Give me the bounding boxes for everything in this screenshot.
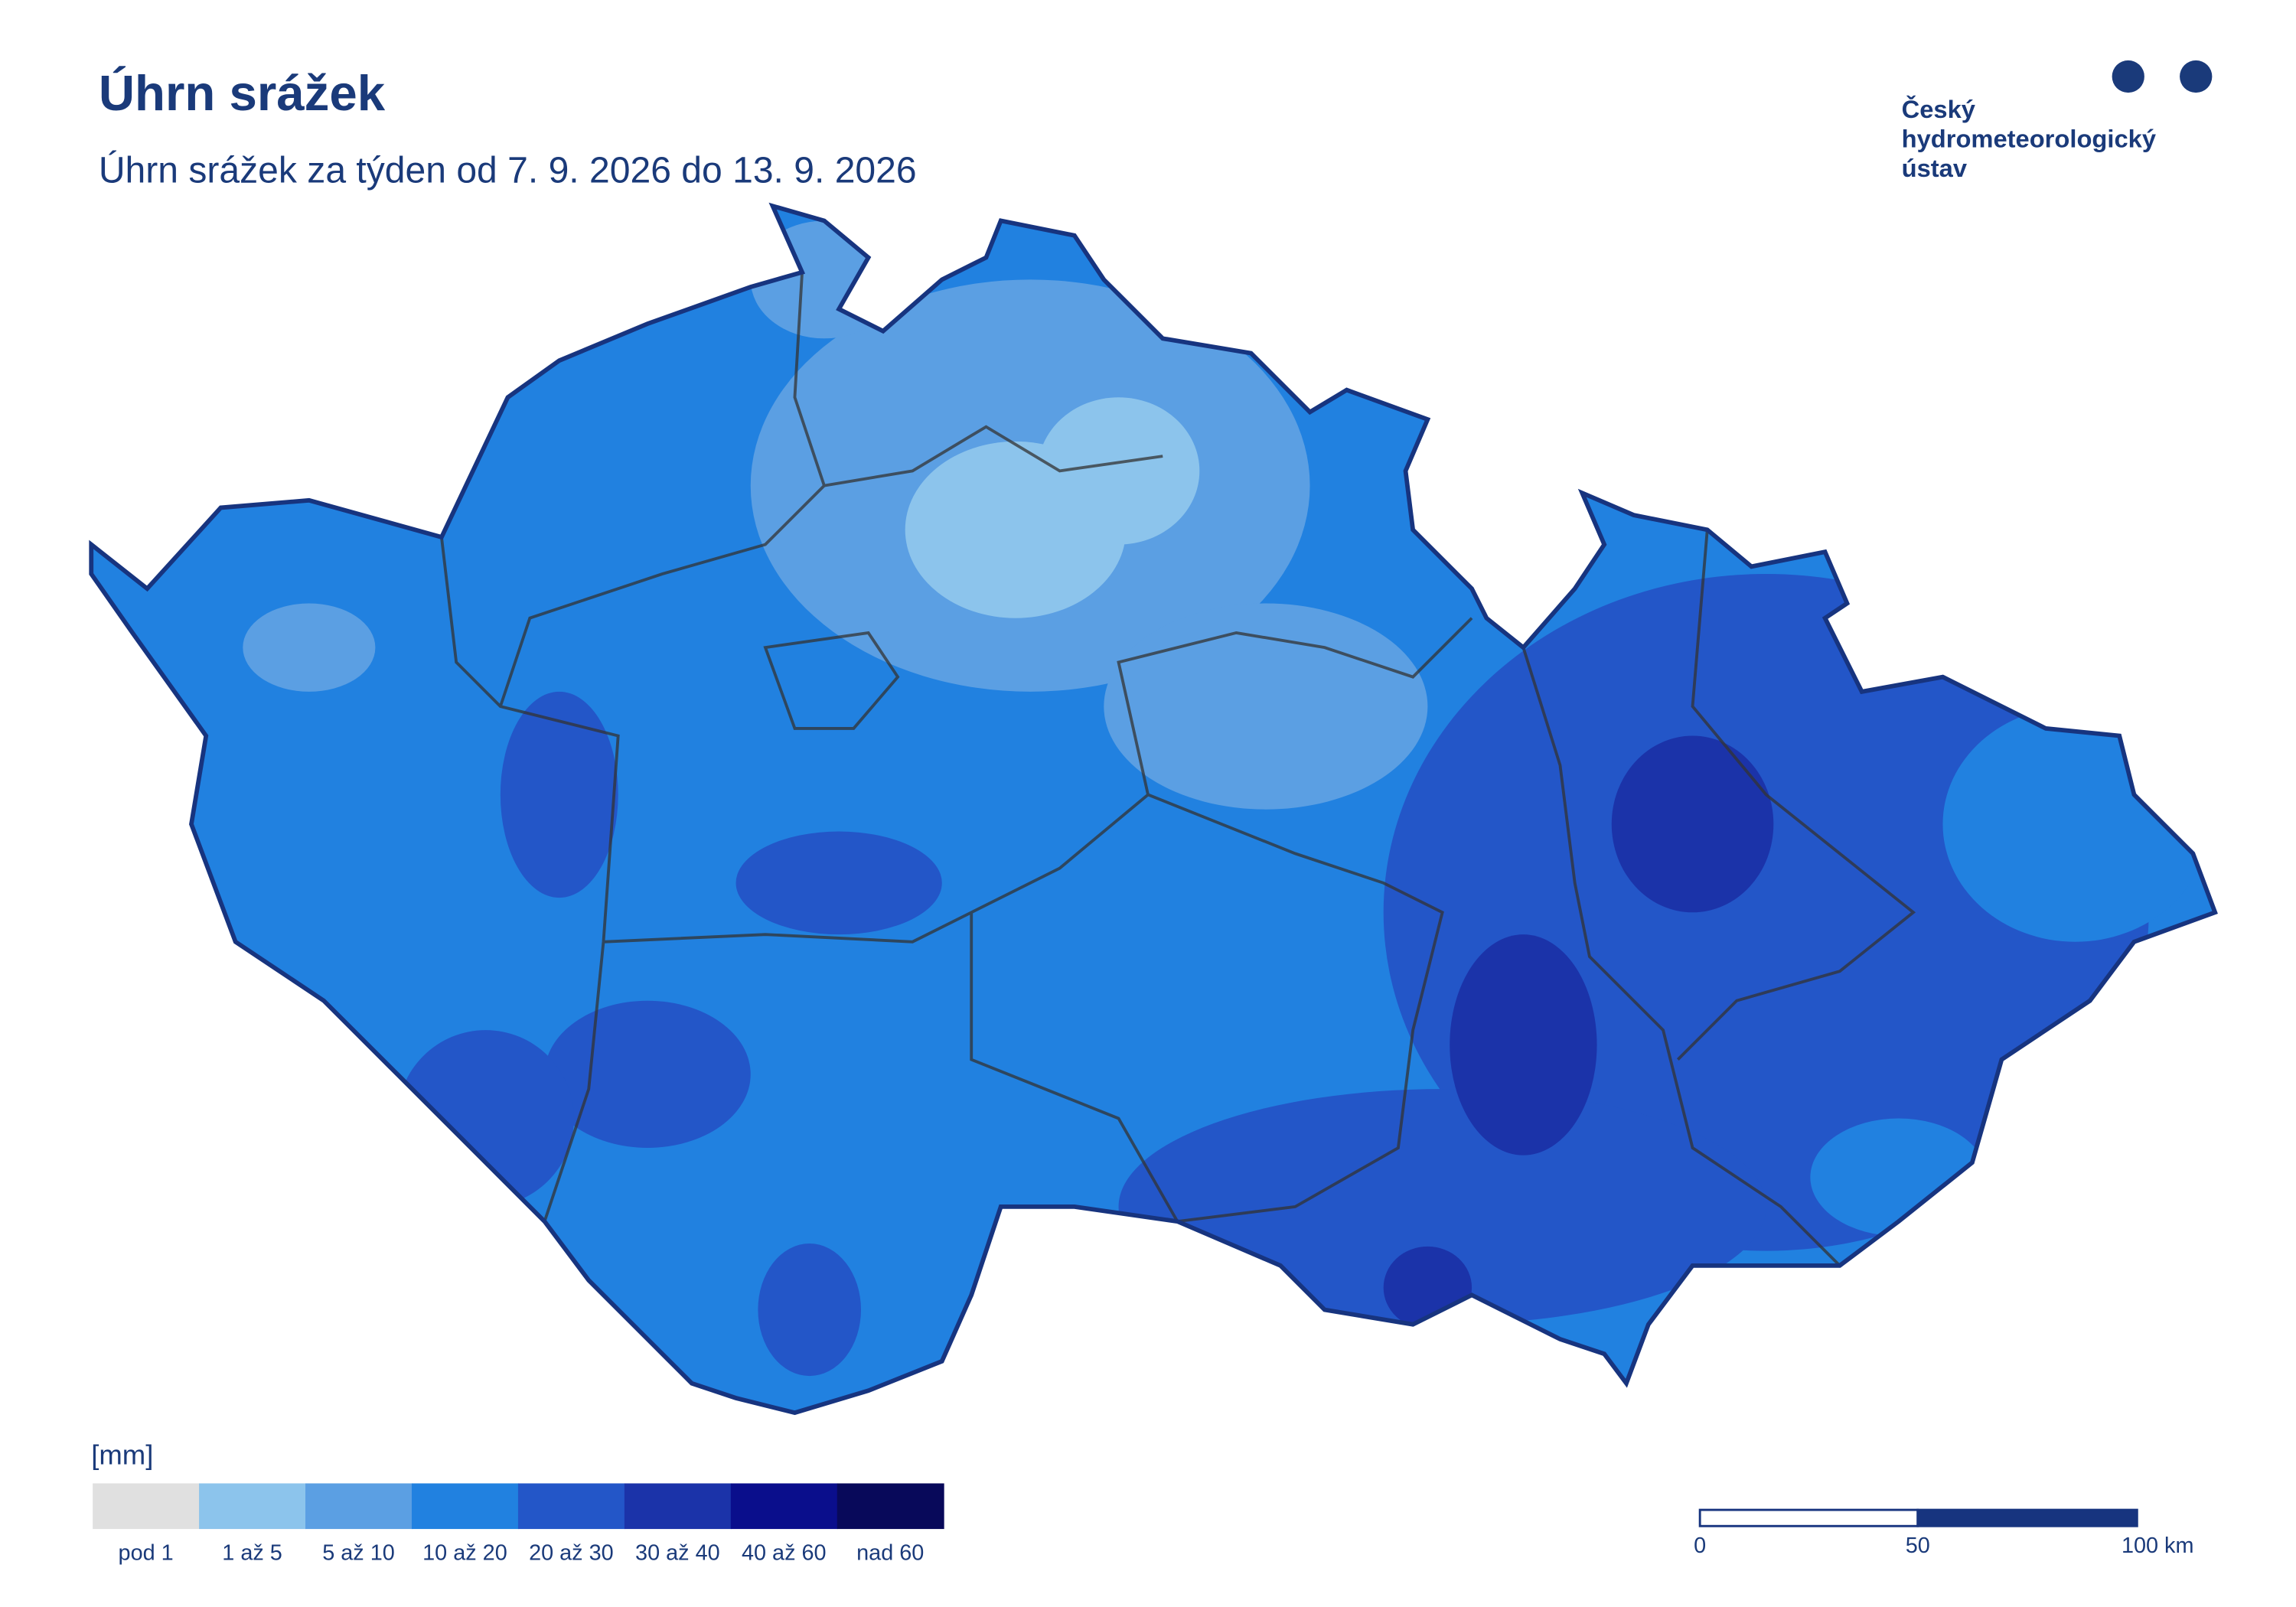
zone bbox=[1104, 603, 1428, 810]
scale-label: 50 bbox=[1906, 1534, 1930, 1558]
legend-label: 30 až 40 bbox=[635, 1540, 720, 1565]
zone bbox=[397, 1030, 574, 1207]
legend-label: 20 až 30 bbox=[529, 1540, 614, 1565]
legend-label: 5 až 10 bbox=[322, 1540, 395, 1565]
border bbox=[1521, 647, 1841, 1267]
subtitle: Úhrn srážek za týden od 7. 9. 2026 do 13… bbox=[99, 149, 917, 191]
legend-swatch bbox=[624, 1483, 732, 1530]
logo-notch bbox=[2144, 61, 2160, 92]
zone bbox=[1810, 1118, 1988, 1237]
border bbox=[793, 272, 1163, 487]
legend-swatch bbox=[730, 1483, 838, 1530]
logo-text: Český bbox=[1902, 94, 1975, 123]
zone bbox=[544, 1000, 751, 1148]
scale-segment bbox=[1698, 1508, 1919, 1527]
zone bbox=[1942, 706, 2208, 942]
logo-dot bbox=[2180, 60, 2213, 93]
logo: Český hydrometeorologický ústav bbox=[1902, 60, 2213, 182]
border bbox=[970, 912, 1179, 1223]
zone bbox=[735, 831, 942, 935]
legend-swatch bbox=[411, 1483, 519, 1530]
logo-dot bbox=[2112, 60, 2144, 93]
border bbox=[1676, 530, 1916, 1061]
legend-swatch bbox=[93, 1483, 201, 1530]
zone bbox=[500, 691, 618, 898]
precipitation-field bbox=[91, 206, 2216, 1413]
scale-label: 100 km bbox=[2122, 1534, 2194, 1558]
scale-label: 0 bbox=[1694, 1534, 1706, 1558]
title: Úhrn srážek bbox=[99, 65, 386, 121]
logo-text: hydrometeorologický bbox=[1902, 124, 2156, 152]
legend-label: 1 až 5 bbox=[222, 1540, 282, 1565]
logo-text: ústav bbox=[1902, 154, 1968, 182]
legend-swatch bbox=[199, 1483, 306, 1530]
region-borders bbox=[440, 272, 1916, 1267]
legend-label: pod 1 bbox=[119, 1540, 174, 1565]
legend-swatch bbox=[837, 1483, 944, 1530]
border bbox=[499, 484, 826, 707]
zone bbox=[1450, 934, 1597, 1156]
border bbox=[1147, 793, 1444, 1224]
border bbox=[440, 536, 620, 1222]
zone bbox=[243, 603, 376, 692]
scale-segment bbox=[1916, 1508, 2138, 1527]
legend-label: nad 60 bbox=[856, 1540, 924, 1565]
legend-swatch bbox=[305, 1483, 413, 1530]
zone bbox=[1037, 397, 1200, 545]
zone bbox=[758, 1244, 861, 1377]
legend-label: 40 až 60 bbox=[742, 1540, 827, 1565]
scale-bar: 0 50 100 km bbox=[1694, 1508, 2194, 1558]
legend-unit: [mm] bbox=[91, 1439, 153, 1470]
border bbox=[763, 631, 900, 730]
zone bbox=[1611, 735, 1774, 913]
legend: pod 1 1 až 5 5 až 10 10 až 20 20 až 30 30 až … bbox=[93, 1483, 944, 1565]
legend-label: 10 až 20 bbox=[422, 1540, 507, 1565]
legend-swatch bbox=[517, 1483, 625, 1530]
